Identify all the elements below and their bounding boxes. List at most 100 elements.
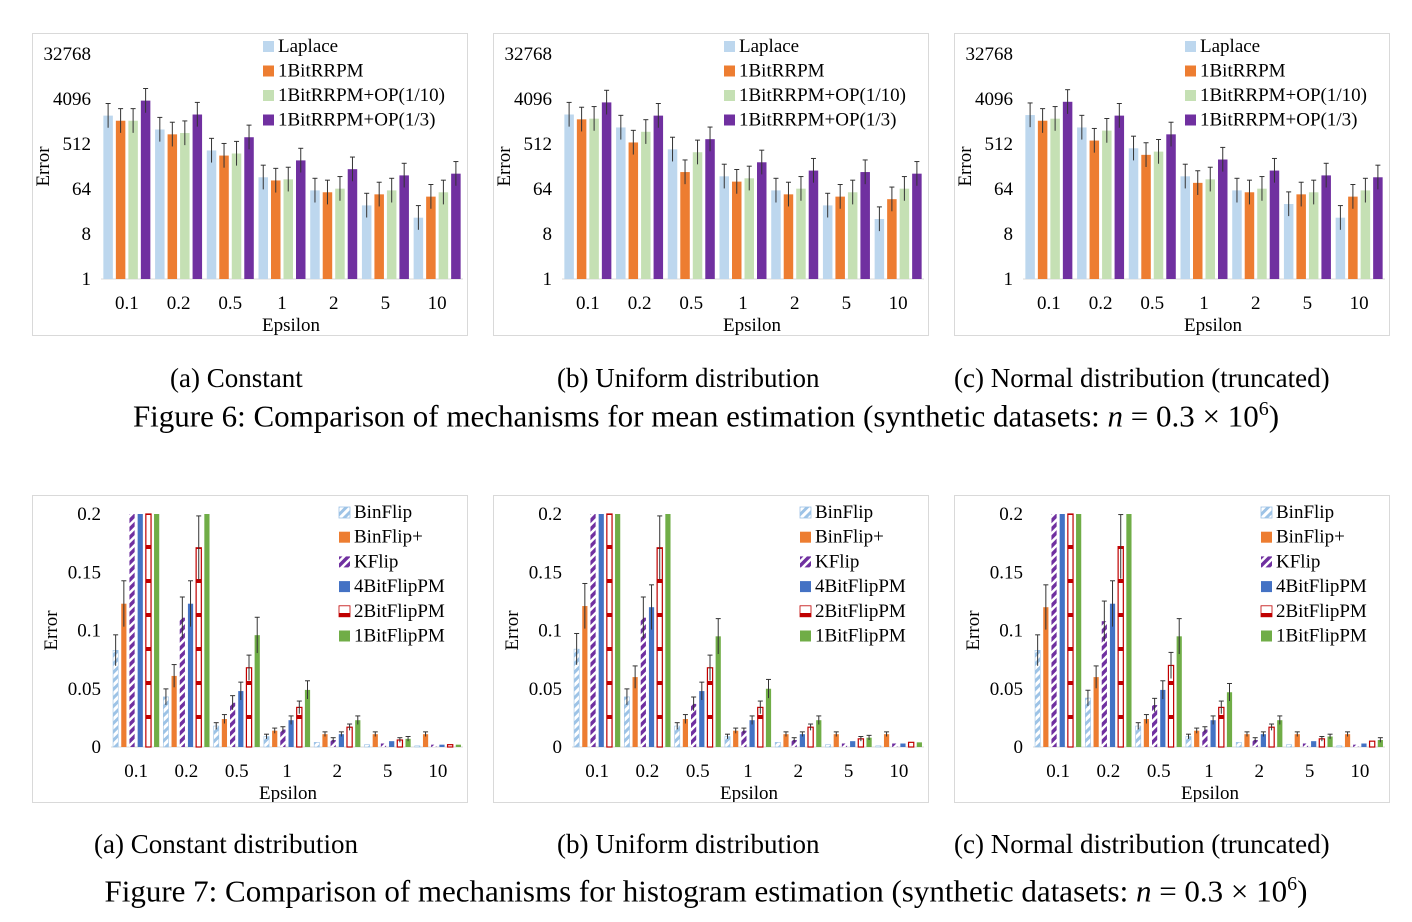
x-tick-label: 1 bbox=[738, 293, 748, 314]
bar-1bitrrpm-op-1-10-eps-0-5 bbox=[692, 152, 703, 279]
legend-swatch-1bitflippm bbox=[339, 630, 350, 642]
x-tick-label: 2 bbox=[329, 293, 339, 314]
bar-2bitflippm-eps-0-1 bbox=[606, 513, 613, 748]
legend-swatch-kflip bbox=[800, 556, 811, 568]
bar-1bitflippm-eps-0-5 bbox=[254, 635, 260, 747]
y-tick-label: 64 bbox=[994, 179, 1014, 200]
fig7-chart-c: 0 0.05 0.1 0.15 0.2 Error 0.1 0.2 0.5 1 2 5 10 Epsilo… bbox=[954, 495, 1390, 803]
bar-1bitrrpm-op-1-3-eps-2 bbox=[347, 169, 358, 279]
bar-kflip-eps-0-2 bbox=[1101, 621, 1107, 747]
y-tick-label: 8 bbox=[1004, 224, 1014, 245]
bar-1bitrrpm-op-1-3-eps-0-5 bbox=[1166, 134, 1176, 279]
bar-1bitrrpm-op-1-10-eps-0-2 bbox=[180, 133, 190, 279]
bar-4bitflippm-eps-1 bbox=[288, 720, 294, 747]
bar-4bitflippm-eps-2 bbox=[338, 734, 344, 747]
y-tick-label: 0.15 bbox=[990, 562, 1023, 583]
bar-1bitflippm-eps-5 bbox=[405, 738, 411, 747]
y-tick-label: 512 bbox=[63, 134, 92, 155]
legend-label-kflip: KFlip bbox=[1276, 551, 1320, 572]
bar-binflip-eps-2 bbox=[322, 734, 328, 747]
bar-1bitrrpm-op-1-3-eps-5 bbox=[1321, 175, 1331, 279]
x-tick-label: 0.1 bbox=[124, 761, 148, 782]
fig7-chart-b-svg: 0 0.05 0.1 0.15 0.2 Error 0.1 0.2 0.5 1 2 5 10 Epsilo… bbox=[502, 502, 924, 802]
bar-2bitflippm-eps-10 bbox=[907, 741, 915, 748]
bar-laplace-eps-10 bbox=[1335, 217, 1346, 279]
bar-binflip-eps-10 bbox=[422, 734, 429, 747]
y-tick-label: 4096 bbox=[514, 89, 552, 110]
bar-1bitrrpm-op-1-10-eps-1 bbox=[1205, 179, 1215, 279]
bar-1bitrrpm-eps-5 bbox=[1296, 194, 1306, 279]
bar-binflip-eps-0-2 bbox=[171, 675, 177, 747]
x-axis-label: Epsilon bbox=[720, 783, 779, 802]
x-tick-label: 0.2 bbox=[175, 761, 199, 782]
legend-label-1bitrrpm-op-1-3: 1BitRRPM+OP(1/3) bbox=[739, 110, 896, 131]
bar-4bitflippm-eps-0-1 bbox=[598, 514, 604, 747]
legend-swatch-laplace bbox=[263, 41, 274, 52]
fig7-caption-var: n bbox=[1135, 873, 1152, 909]
bar-1bitrrpm-op-1-3-eps-0-2 bbox=[653, 115, 664, 279]
bar-kflip-eps-5 bbox=[1302, 743, 1309, 747]
legend-swatch-laplace bbox=[1185, 41, 1196, 52]
bar-binflip-eps-10 bbox=[414, 745, 421, 748]
bar-kflip-eps-10 bbox=[431, 744, 437, 747]
legend-swatch-binflip bbox=[338, 506, 351, 519]
x-tick-label: 10 bbox=[1350, 293, 1369, 314]
x-tick-label: 0.5 bbox=[679, 293, 703, 314]
legend-swatch-1bitrrpm-op-1-10 bbox=[724, 90, 735, 101]
bar-binflip-eps-0-5 bbox=[1143, 719, 1150, 747]
bar-laplace-eps-0-1 bbox=[103, 115, 113, 279]
bar-laplace-eps-1 bbox=[258, 177, 268, 279]
legend-swatch-1bitrrpm bbox=[1185, 65, 1196, 77]
bar-4bitflippm-eps-5 bbox=[1311, 741, 1317, 747]
y-tick-label: 0.1 bbox=[538, 621, 562, 642]
bar-1bitrrpm-op-1-10-eps-10 bbox=[1360, 190, 1371, 279]
fig7-subcaption-a: (a) Constant distribution bbox=[94, 829, 358, 859]
bar-1bitrrpm-op-1-10-eps-10 bbox=[899, 188, 910, 279]
x-tick-label: 1 bbox=[282, 761, 292, 782]
legend-swatch-binflip bbox=[800, 531, 811, 543]
y-tick-label: 32768 bbox=[505, 44, 553, 65]
fig6-chart-a: 1 8 64 512 4096 32768 Error 0.1 0.2 0.5 1 2 5 10 Epsil… bbox=[32, 33, 468, 336]
y-tick-label: 1 bbox=[82, 269, 92, 290]
legend-label-1bitrrpm-op-1-10: 1BitRRPM+OP(1/10) bbox=[1200, 85, 1367, 106]
bar-laplace-eps-1 bbox=[1180, 176, 1190, 279]
bar-1bitrrpm-eps-0-5 bbox=[1141, 154, 1151, 279]
bar-1bitrrpm-op-1-10-eps-5 bbox=[1308, 192, 1319, 279]
bar-4bitflippm-eps-1 bbox=[1210, 720, 1216, 747]
bar-4bitflippm-eps-5 bbox=[850, 741, 856, 747]
bar-kflip-eps-1 bbox=[280, 729, 286, 747]
bar-1bitrrpm-eps-0-5 bbox=[219, 155, 229, 279]
x-tick-label: 5 bbox=[383, 761, 393, 782]
legend-label-1bitflippm: 1BitFlipPM bbox=[354, 626, 445, 647]
fig7-caption: Figure 7: Comparison of mechanisms for h… bbox=[0, 873, 1412, 909]
bar-1bitrrpm-op-1-3-eps-2 bbox=[808, 170, 819, 279]
legend-label-1bitrrpm-op-1-10: 1BitRRPM+OP(1/10) bbox=[739, 85, 906, 106]
bar-binflip-eps-0-1 bbox=[1043, 607, 1049, 747]
legend-label-1bitrrpm: 1BitRRPM bbox=[1200, 61, 1286, 82]
bar-1bitrrpm-op-1-10-eps-2 bbox=[796, 188, 806, 279]
bar-kflip-eps-0-5 bbox=[230, 702, 236, 747]
bar-1bitrrpm-op-1-3-eps-2 bbox=[1269, 170, 1280, 279]
y-tick-label: 0 bbox=[1014, 737, 1024, 758]
bar-binflip-eps-1 bbox=[733, 730, 739, 747]
legend-swatch-binflip bbox=[799, 506, 812, 519]
x-tick-label: 10 bbox=[428, 761, 447, 782]
fig6-chart-b: 1 8 64 512 4096 32768 Error 0.1 0.2 0.5 1 2 5 10 Epsil… bbox=[493, 33, 929, 336]
bar-1bitrrpm-op-1-3-eps-0-1 bbox=[140, 100, 151, 279]
bar-1bitrrpm-eps-0-1 bbox=[576, 119, 587, 279]
fig6-subcaption-b: (b) Uniform distribution bbox=[557, 363, 820, 393]
bar-1bitrrpm-op-1-3-eps-1 bbox=[1218, 159, 1228, 279]
bar-1bitrrpm-op-1-3-eps-0-2 bbox=[1114, 115, 1125, 279]
bar-1bitflippm-eps-10 bbox=[916, 742, 922, 747]
legend-label-1bitrrpm: 1BitRRPM bbox=[739, 61, 825, 82]
fig6-chart-a-svg: 1 8 64 512 4096 32768 Error 0.1 0.2 0.5 1 2 5 10 Epsil… bbox=[33, 36, 463, 335]
bar-4bitflippm-eps-0-5 bbox=[699, 691, 705, 747]
y-tick-label: 0.15 bbox=[529, 562, 562, 583]
legend-swatch-4bitflippm bbox=[339, 581, 350, 593]
bar-1bitflippm-eps-1 bbox=[304, 689, 311, 747]
bar-kflip-eps-5 bbox=[841, 743, 848, 747]
fig6-caption-mid: = 0.3 × 10 bbox=[1123, 398, 1259, 434]
bar-laplace-eps-0-5 bbox=[206, 150, 217, 279]
bar-1bitrrpm-op-1-10-eps-5 bbox=[386, 190, 397, 279]
x-tick-label: 2 bbox=[333, 761, 343, 782]
